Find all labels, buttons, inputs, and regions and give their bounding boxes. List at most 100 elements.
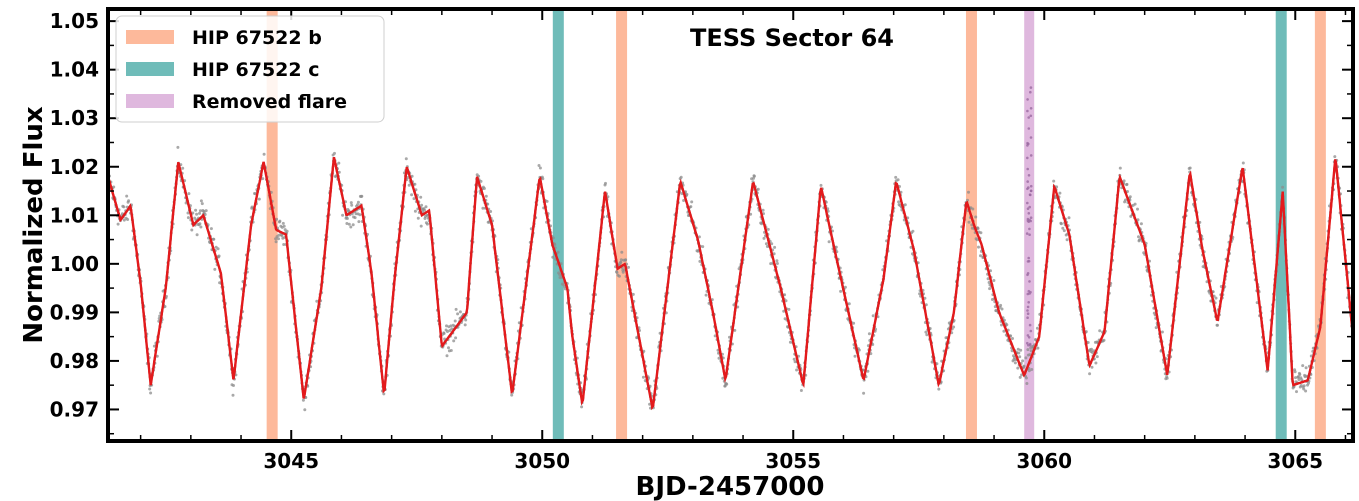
flux-point	[853, 354, 857, 358]
flux-point	[769, 262, 773, 266]
flare-point	[1029, 189, 1033, 193]
flux-point	[764, 242, 768, 246]
flux-point	[209, 227, 213, 231]
y-tick-label: 1.05	[50, 9, 99, 33]
flare-point	[1026, 309, 1029, 312]
flux-point	[752, 174, 756, 178]
flux-point	[303, 408, 307, 412]
flux-point	[282, 224, 286, 228]
flux-point	[407, 183, 411, 187]
flux-point	[1028, 353, 1032, 357]
flux-point	[792, 357, 796, 361]
flare-point	[1028, 342, 1032, 346]
flux-point	[1095, 355, 1099, 359]
flare-point	[1027, 301, 1030, 304]
flux-point	[966, 198, 969, 202]
y-tick-label: 0.97	[50, 397, 99, 421]
flux-point	[924, 303, 928, 307]
flux-point	[689, 205, 693, 209]
flare-point	[1026, 109, 1029, 113]
flux-point	[1133, 202, 1137, 206]
flux-point	[463, 323, 467, 327]
flux-point	[198, 209, 202, 213]
legend-label-removed-flare: Removed flare	[192, 91, 347, 113]
flux-point	[456, 312, 460, 316]
flux-point	[866, 369, 870, 373]
flux-point	[442, 332, 446, 335]
y-tick-label: 1.00	[50, 252, 99, 276]
flux-point	[1065, 238, 1069, 242]
flux-point	[149, 391, 153, 395]
flux-point	[315, 299, 319, 303]
x-tick-label: 3065	[1267, 449, 1323, 473]
flux-point	[551, 255, 555, 259]
flux-point	[1136, 207, 1139, 211]
flux-point	[784, 299, 788, 303]
x-tick-label: 3055	[765, 449, 821, 473]
flux-point	[1084, 330, 1088, 334]
flux-point	[1022, 364, 1026, 368]
flux-point	[862, 391, 866, 395]
flux-point	[445, 354, 449, 358]
flux-point	[360, 194, 364, 198]
flux-point	[871, 314, 875, 318]
flux-point	[1188, 166, 1192, 170]
flux-point	[176, 145, 180, 149]
flux-point	[1025, 382, 1029, 385]
flux-point	[1086, 341, 1090, 344]
flux-point	[1017, 351, 1021, 355]
flux-point	[756, 187, 760, 191]
flux-point	[353, 216, 357, 220]
flux-point	[186, 211, 190, 215]
flux-point	[1000, 323, 1003, 327]
flare-point	[1026, 334, 1030, 337]
flux-point	[1102, 338, 1106, 342]
flux-point	[345, 222, 349, 225]
flux-point	[697, 235, 701, 239]
flux-point	[1302, 384, 1306, 388]
flux-point	[1036, 346, 1040, 350]
flux-point	[1304, 366, 1308, 370]
flare-point	[1026, 305, 1030, 309]
flux-point	[1002, 329, 1006, 333]
flux-point	[1126, 190, 1129, 193]
x-tick-label: 3050	[514, 449, 570, 473]
flux-point	[337, 170, 341, 174]
flux-point	[1067, 216, 1071, 220]
flux-point	[987, 281, 991, 284]
flux-point	[454, 307, 458, 311]
flux-point	[1016, 366, 1020, 370]
legend-label-hip-c: HIP 67522 c	[192, 59, 320, 81]
flux-point	[453, 319, 457, 323]
flux-point	[122, 218, 126, 222]
flux-point	[819, 183, 823, 187]
flare-point	[1025, 232, 1029, 235]
flux-point	[1118, 166, 1122, 170]
transit-band-b	[266, 9, 278, 441]
flare-point	[1029, 90, 1032, 94]
flux-point	[580, 405, 584, 409]
flux-point	[1062, 229, 1066, 233]
x-axis-label: BJD-2457000	[636, 472, 825, 501]
flux-point	[1214, 296, 1218, 300]
legend-swatch-removed-flare	[126, 94, 174, 108]
flux-point	[773, 245, 777, 249]
legend-swatch-hip-c	[126, 62, 174, 76]
legend-label-hip-b: HIP 67522 b	[192, 27, 322, 49]
flux-point	[450, 327, 454, 331]
flux-point	[447, 346, 450, 350]
flux-point	[479, 179, 483, 183]
flare-point	[1026, 273, 1029, 277]
flux-point	[1122, 179, 1126, 183]
flux-point	[181, 166, 185, 170]
flux-point	[1000, 307, 1004, 311]
flux-point	[1139, 222, 1143, 226]
flux-point	[937, 387, 941, 391]
flux-point	[772, 252, 776, 256]
flux-point	[482, 187, 486, 190]
flux-point	[787, 307, 791, 311]
flux-point	[897, 200, 901, 204]
flux-point	[545, 199, 549, 203]
flux-point	[911, 229, 915, 233]
flux-point	[190, 228, 194, 232]
